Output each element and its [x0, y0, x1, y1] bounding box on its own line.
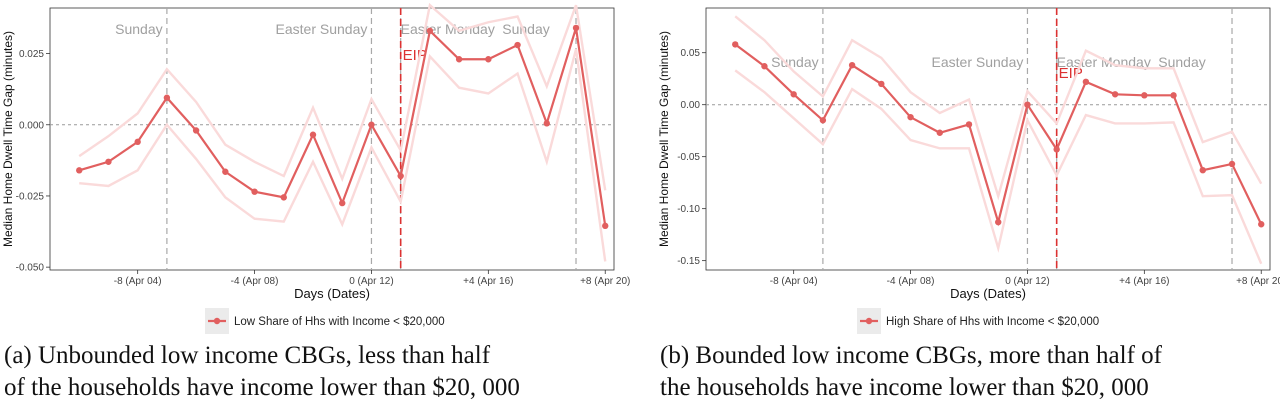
event-label-a-1: Easter Sunday [276, 21, 368, 37]
x-tick-label-b-4: +8 (Apr 20) [1236, 276, 1280, 287]
y-tick-label-b-4: 0.05 [681, 48, 701, 59]
data-point-b-1 [761, 63, 768, 70]
x-axis-title-b: Days (Dates) [950, 286, 1026, 301]
data-point-a-18 [602, 222, 609, 230]
data-point-a-2 [134, 138, 141, 146]
y-axis-title-a: Median Home Dwell Time Gap (minutes) [1, 31, 15, 247]
event-label-a-3: Sunday [502, 21, 549, 37]
x-tick-label-a-0: -8 (Apr 04) [114, 276, 162, 287]
data-point-a-12 [426, 27, 434, 34]
eip-label-b: EIP [1059, 65, 1083, 82]
data-point-a-10 [368, 121, 375, 128]
series-upper-band-a [78, 2, 607, 191]
chart-panel-b: Sunday Easter Sunday Easter Monday SundayEI… [657, 7, 1280, 334]
x-tick-label-a-3: +4 (Apr 16) [463, 276, 513, 287]
event-label-b-1: Easter Sunday [932, 54, 1024, 70]
y-tick-label-a-1: -0.025 [16, 191, 45, 202]
caption-a: (a) Unbounded low income CBGs, less than… [4, 340, 624, 404]
event-label-b-0: Sunday [771, 54, 818, 70]
data-point-b-11 [1053, 146, 1060, 153]
data-point-a-1 [105, 158, 112, 165]
data-point-b-8 [965, 121, 973, 128]
data-point-a-6 [251, 188, 258, 195]
chart-panel-a: Sunday Easter Sunday Easter Monday SundayEI… [1, 2, 630, 334]
y-tick-label-b-1: -0.10 [677, 204, 700, 215]
legend-key-point-a [213, 317, 221, 325]
caption-b-line2: the households have income lower than $2… [660, 374, 1149, 401]
data-point-b-16 [1199, 166, 1206, 174]
x-tick-label-a-1: -4 (Apr 08) [231, 276, 279, 287]
data-point-b-18 [1258, 221, 1265, 228]
x-tick-label-b-0: -8 (Apr 04) [770, 276, 818, 287]
data-point-b-0 [732, 41, 739, 48]
caption-b-line1: (b) Bounded low income CBGs, more than h… [660, 342, 1162, 369]
data-point-a-5 [222, 168, 229, 175]
data-point-a-7 [280, 194, 287, 201]
series-lower-band-a [79, 48, 607, 262]
y-tick-label-a-2: 0.000 [19, 120, 44, 131]
data-point-b-4 [848, 61, 856, 69]
data-point-a-15 [514, 41, 521, 49]
data-point-b-13 [1111, 91, 1119, 98]
plot-frame [705, 7, 1271, 271]
caption-a-line1: (a) Unbounded low income CBGs, less than… [4, 342, 491, 369]
series-lower-band-b [734, 69, 1263, 265]
event-label-b-3: Sunday [1158, 54, 1205, 70]
data-point-b-3 [819, 117, 827, 124]
data-point-b-6 [907, 113, 914, 121]
data-point-a-8 [309, 131, 317, 138]
legend-label-b: High Share of Hhs with Income < $20,000 [886, 316, 1099, 328]
data-point-a-3 [163, 94, 171, 101]
data-point-a-0 [76, 167, 83, 174]
data-point-b-17 [1228, 160, 1236, 168]
legend-label-a: Low Share of Hhs with Income < $20,000 [234, 316, 445, 328]
x-axis-title-a: Days (Dates) [294, 286, 370, 301]
y-tick-label-a-0: -0.050 [16, 263, 45, 274]
data-point-a-9 [339, 199, 346, 207]
series-upper-band-b [734, 15, 1263, 201]
legend-box-b [857, 308, 1119, 334]
data-point-b-10 [1024, 101, 1031, 108]
data-point-a-14 [485, 56, 492, 63]
x-tick-label-b-2: 0 (Apr 12) [1005, 276, 1049, 287]
y-tick-label-b-0: -0.15 [677, 256, 700, 267]
data-point-b-5 [878, 80, 885, 88]
data-point-a-11 [397, 172, 404, 180]
data-point-b-7 [936, 129, 943, 136]
x-tick-label-b-1: -4 (Apr 08) [887, 276, 935, 287]
caption-b: (b) Bounded low income CBGs, more than h… [660, 340, 1280, 404]
data-point-b-15 [1170, 92, 1177, 99]
y-tick-label-b-3: 0.00 [681, 100, 701, 111]
data-point-b-9 [995, 218, 1002, 226]
data-point-b-14 [1141, 92, 1148, 99]
y-tick-label-b-2: -0.05 [677, 152, 700, 163]
x-tick-label-b-3: +4 (Apr 16) [1119, 276, 1169, 287]
y-axis-title-b: Median Home Dwell Time Gap (minutes) [657, 31, 671, 247]
event-label-a-0: Sunday [115, 21, 162, 37]
data-point-a-4 [192, 127, 200, 134]
data-point-b-2 [790, 91, 797, 98]
legend-key-point-b [865, 317, 873, 325]
data-point-a-16 [543, 120, 550, 127]
x-tick-label-a-2: 0 (Apr 12) [349, 276, 393, 287]
y-tick-label-a-3: 0.025 [19, 49, 44, 60]
x-tick-label-a-4: +8 (Apr 20) [580, 276, 630, 287]
data-point-a-17 [572, 24, 580, 32]
caption-a-line2: of the households have income lower than… [4, 374, 520, 401]
data-point-b-12 [1082, 78, 1090, 86]
figure: Sunday Easter Sunday Easter Monday SundayEI… [1, 2, 1280, 334]
legend-box-a [205, 308, 465, 334]
data-point-a-13 [455, 56, 463, 63]
